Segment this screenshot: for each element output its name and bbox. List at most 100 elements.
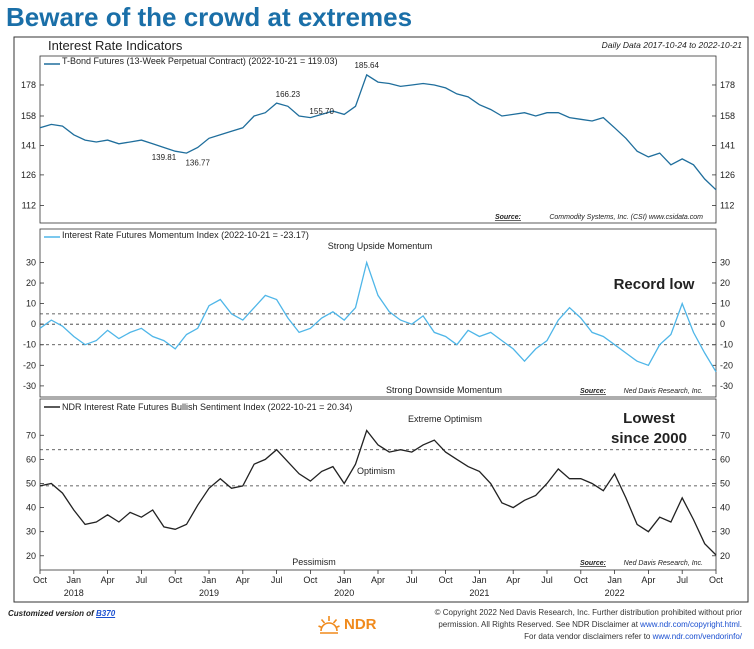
panel3-bottom-note: Pessimism (292, 557, 336, 567)
data-label: 139.81 (152, 153, 177, 162)
panel2-bottom-note: Strong Downside Momentum (386, 385, 502, 395)
xtick-label: Apr (506, 575, 520, 585)
panel3-source-label: Source: (580, 560, 606, 567)
panel3-source-text: Ned Davis Research, Inc. (624, 560, 703, 567)
xtick-label: Jan (337, 575, 352, 585)
ytick-label-left: 50 (26, 478, 36, 488)
panel1-source-label: Source: (495, 214, 521, 221)
panel3-top-note: Extreme Optimism (408, 414, 482, 424)
data-label: 155.70 (309, 107, 334, 116)
data-label: 166.23 (276, 90, 301, 99)
ndr-sun-icon (318, 616, 340, 634)
footer-right: © Copyright 2022 Ned Davis Research, Inc… (362, 607, 742, 643)
xtick-label: Oct (709, 575, 724, 585)
year-label: 2022 (605, 588, 625, 598)
xtick-label: Jul (136, 575, 148, 585)
panel1-legend: T-Bond Futures (13-Week Perpetual Contra… (62, 56, 338, 66)
year-label: 2020 (334, 588, 354, 598)
xtick-label: Oct (303, 575, 318, 585)
panel-3-series-line (39, 429, 717, 556)
data-label: 136.77 (185, 159, 210, 168)
ytick-label-right: 0 (720, 319, 725, 329)
ytick-label-right: 40 (720, 503, 730, 513)
footer-disclaimer-line: permission. All Rights Reserved. See NDR… (362, 619, 742, 631)
ytick-label-left: -20 (23, 360, 36, 370)
xtick-label: Oct (439, 575, 454, 585)
xtick-label: Oct (33, 575, 48, 585)
ytick-label-left: 30 (26, 257, 36, 267)
panel-2-frame (39, 228, 717, 398)
xtick-label: Oct (574, 575, 589, 585)
panel2-source-text: Ned Davis Research, Inc. (624, 388, 703, 395)
panel-1-series-line (39, 73, 717, 191)
panel2-legend: Interest Rate Futures Momentum Index (20… (62, 230, 309, 240)
ytick-label-right: 178 (720, 80, 735, 90)
panel3-mid-note: Optimism (357, 466, 395, 476)
ytick-label-right: -10 (720, 340, 733, 350)
year-label: 2018 (64, 588, 84, 598)
data-label: 185.64 (354, 61, 379, 70)
panels-group: 112 112 126 126 141 141 158 158 178 178 139.81 136.… (21, 55, 735, 571)
chart-frame (13, 36, 749, 603)
panel2-top-note: Strong Upside Momentum (328, 241, 433, 251)
ytick-label-right: 70 (720, 430, 730, 440)
panel3-legend: NDR Interest Rate Futures Bullish Sentim… (62, 402, 352, 412)
xtick-label: Apr (641, 575, 655, 585)
year-label: 2021 (469, 588, 489, 598)
ytick-label-left: 126 (21, 170, 36, 180)
xtick-label: Apr (101, 575, 115, 585)
ytick-label-right: 141 (720, 141, 735, 151)
ytick-label-right: 126 (720, 170, 735, 180)
footer-vendor-line: For data vendor disclaimers refer to www… (362, 631, 742, 643)
year-label: 2019 (199, 588, 219, 598)
ytick-label-left: 20 (26, 551, 36, 561)
vendorinfo-link[interactable]: www.ndr.com/vendorinfo/ (652, 632, 742, 641)
footer-b370-link[interactable]: B370 (96, 609, 116, 618)
ytick-label-left: 112 (22, 201, 36, 211)
ytick-label-right: 50 (720, 478, 730, 488)
ytick-label-left: 141 (21, 141, 36, 151)
panel2-callout: Record low (614, 276, 695, 293)
copyright-link[interactable]: www.ndr.com/copyright.html (640, 620, 740, 629)
xtick-label: Jul (541, 575, 553, 585)
ytick-label-right: 10 (720, 299, 730, 309)
ytick-label-left: 20 (26, 278, 36, 288)
xtick-label: Jan (202, 575, 217, 585)
ytick-label-left: 178 (21, 80, 36, 90)
ytick-label-left: -30 (23, 381, 36, 391)
panel-1-frame (39, 55, 717, 224)
xtick-label: Oct (168, 575, 183, 585)
ytick-label-right: 20 (720, 551, 730, 561)
xtick-label: Apr (371, 575, 385, 585)
footer-left: Customized version of B370 (8, 609, 115, 618)
xtick-label: Jul (676, 575, 688, 585)
panel3-callout-1: Lowest (623, 410, 675, 427)
ytick-label-right: 60 (720, 454, 730, 464)
ytick-label-left: 10 (26, 299, 36, 309)
ytick-label-right: 158 (720, 111, 735, 121)
ytick-label-right: 112 (720, 201, 734, 211)
xtick-label: Jul (406, 575, 418, 585)
panel3-callout-2: since 2000 (611, 430, 687, 447)
panel1-source-text: Commodity Systems, Inc. (CSI) www.csidat… (549, 214, 703, 221)
footer-disclaimer-text: permission. All Rights Reserved. See NDR… (438, 620, 638, 629)
chart-figure: Interest Rate Indicators Daily Data 2017… (13, 36, 749, 603)
ytick-label-left: 70 (26, 430, 36, 440)
xtick-label: Jan (607, 575, 622, 585)
ytick-label-left: 60 (26, 454, 36, 464)
ytick-label-left: 40 (26, 503, 36, 513)
figure-title: Interest Rate Indicators (48, 38, 183, 53)
footer-left-prefix: Customized version of (8, 609, 94, 618)
panel2-source-label: Source: (580, 388, 606, 395)
footer-vendor-text: For data vendor disclaimers refer to (524, 632, 651, 641)
x-axis: Oct Jan Apr Jul Oct Jan Apr Jul Oct Jan Apr Jul Oct J… (33, 570, 724, 598)
panel-3-frame (39, 398, 717, 571)
ytick-label-right: 20 (720, 278, 730, 288)
ndr-logo-text: NDR (344, 615, 377, 633)
ytick-label-right: 30 (720, 257, 730, 267)
footer-disclaimer-end: . (739, 620, 742, 629)
ytick-label-right: -20 (720, 360, 733, 370)
ytick-label-left: 30 (26, 527, 36, 537)
ytick-label-left: 0 (31, 319, 36, 329)
date-range: Daily Data 2017-10-24 to 2022-10-21 (602, 40, 743, 50)
